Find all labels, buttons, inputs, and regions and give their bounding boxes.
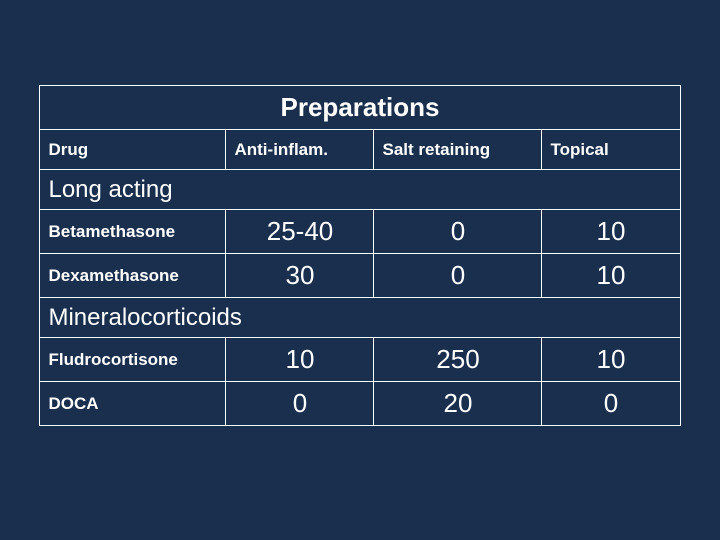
drug-name: Betamethasone bbox=[40, 210, 226, 254]
row-dexamethasone: Dexamethasone 30 0 10 bbox=[40, 254, 680, 298]
section-long-acting: Long acting bbox=[40, 170, 680, 210]
section-mineralocorticoids: Mineralocorticoids bbox=[40, 298, 680, 338]
topical-value: 10 bbox=[542, 338, 680, 382]
salt-value: 0 bbox=[374, 210, 542, 254]
row-fludrocortisone: Fludrocortisone 10 250 10 bbox=[40, 338, 680, 382]
drug-name: DOCA bbox=[40, 382, 226, 426]
slide: Preparations Drug Anti-inflam. Salt reta… bbox=[0, 0, 720, 540]
salt-value: 20 bbox=[374, 382, 542, 426]
col-anti-inflam: Anti-inflam. bbox=[226, 130, 374, 170]
section-mineralocorticoids-row: Mineralocorticoids bbox=[40, 298, 680, 338]
preparations-table: Preparations Drug Anti-inflam. Salt reta… bbox=[39, 85, 680, 426]
drug-name: Dexamethasone bbox=[40, 254, 226, 298]
anti-value: 10 bbox=[226, 338, 374, 382]
topical-value: 0 bbox=[542, 382, 680, 426]
anti-value: 0 bbox=[226, 382, 374, 426]
topical-value: 10 bbox=[542, 254, 680, 298]
col-salt-retaining: Salt retaining bbox=[374, 130, 542, 170]
section-long-acting-row: Long acting bbox=[40, 170, 680, 210]
drug-name: Fludrocortisone bbox=[40, 338, 226, 382]
col-topical: Topical bbox=[542, 130, 680, 170]
anti-value: 30 bbox=[226, 254, 374, 298]
topical-value: 10 bbox=[542, 210, 680, 254]
col-drug: Drug bbox=[40, 130, 226, 170]
salt-value: 250 bbox=[374, 338, 542, 382]
anti-value: 25-40 bbox=[226, 210, 374, 254]
salt-value: 0 bbox=[374, 254, 542, 298]
row-betamethasone: Betamethasone 25-40 0 10 bbox=[40, 210, 680, 254]
title-row: Preparations bbox=[40, 86, 680, 130]
header-row: Drug Anti-inflam. Salt retaining Topical bbox=[40, 130, 680, 170]
table-title: Preparations bbox=[40, 86, 680, 130]
row-doca: DOCA 0 20 0 bbox=[40, 382, 680, 426]
